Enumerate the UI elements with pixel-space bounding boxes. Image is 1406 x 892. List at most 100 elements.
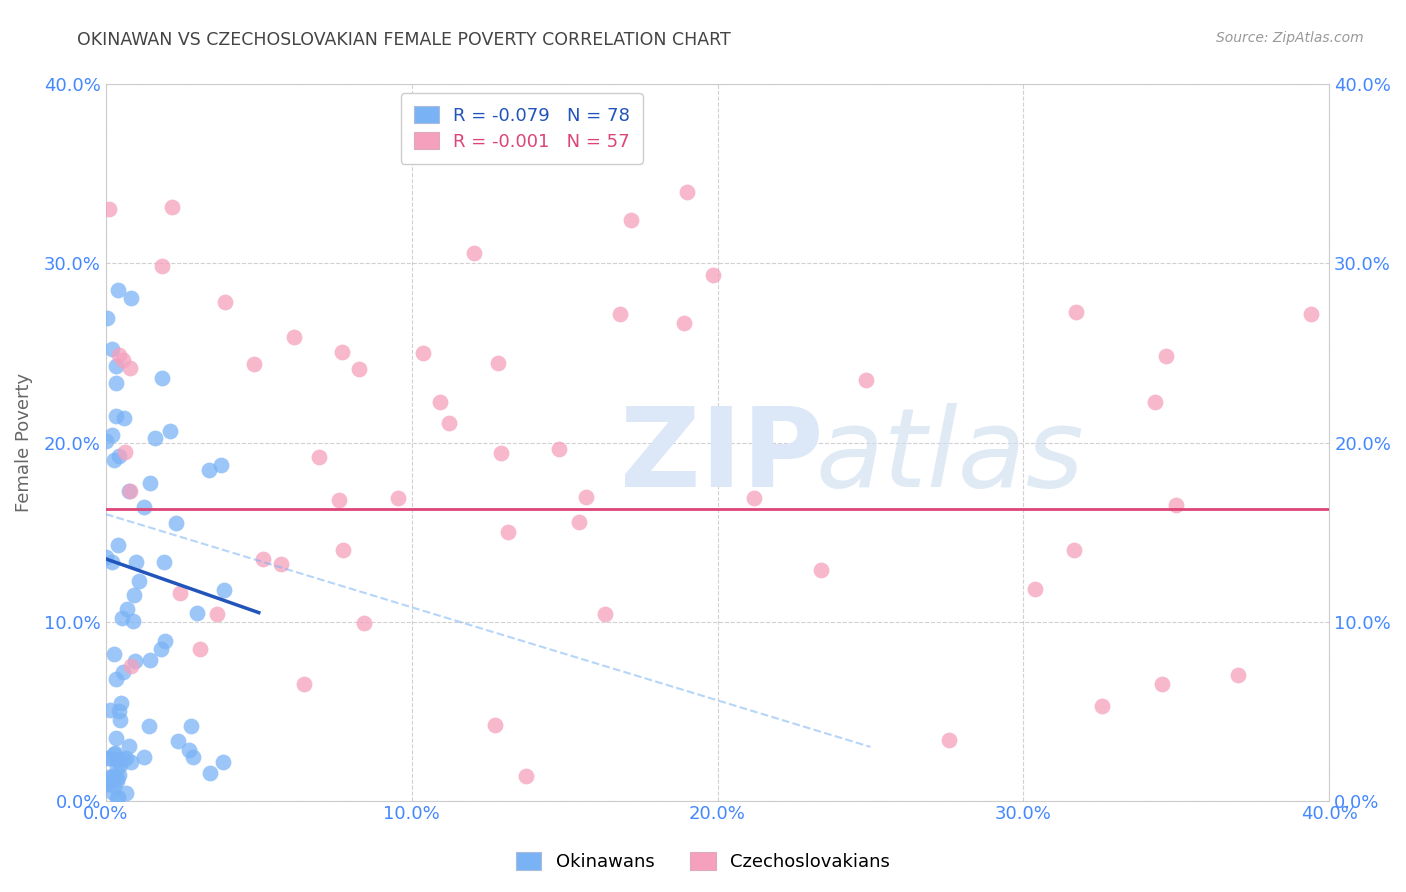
Point xyxy=(111,665,134,680)
Point xyxy=(1063,543,1085,558)
Point xyxy=(353,615,375,630)
Point xyxy=(97,751,120,765)
Point xyxy=(107,283,129,297)
Point xyxy=(101,427,124,442)
Point xyxy=(103,747,125,761)
Point xyxy=(121,614,143,628)
Point xyxy=(111,752,134,766)
Point xyxy=(198,463,221,477)
Point xyxy=(100,771,122,785)
Point xyxy=(125,555,148,569)
Point xyxy=(105,753,128,767)
Point xyxy=(105,731,128,745)
Point xyxy=(108,713,131,727)
Point xyxy=(110,696,132,710)
Point xyxy=(103,453,125,467)
Point xyxy=(100,342,122,356)
Point xyxy=(100,785,122,799)
Point xyxy=(108,704,131,718)
Point xyxy=(110,758,132,772)
Point xyxy=(111,352,134,367)
Text: Source: ZipAtlas.com: Source: ZipAtlas.com xyxy=(1216,31,1364,45)
Point xyxy=(437,417,460,431)
Point xyxy=(938,732,960,747)
Point xyxy=(128,574,150,588)
Point xyxy=(463,246,485,260)
Point xyxy=(620,213,643,227)
Point xyxy=(595,607,617,621)
Point xyxy=(387,491,409,506)
Point xyxy=(1144,395,1167,409)
Point xyxy=(152,371,174,385)
Point xyxy=(104,672,127,686)
Y-axis label: Female Poverty: Female Poverty xyxy=(15,373,32,512)
Point xyxy=(486,356,509,370)
Point xyxy=(180,718,202,732)
Point xyxy=(1226,668,1249,682)
Point xyxy=(179,743,201,757)
Point xyxy=(101,555,124,569)
Point xyxy=(308,450,330,465)
Point xyxy=(104,409,127,423)
Point xyxy=(547,442,569,456)
Point xyxy=(165,516,187,530)
Point xyxy=(96,310,118,325)
Point xyxy=(429,394,451,409)
Point xyxy=(155,633,177,648)
Point xyxy=(855,373,877,387)
Point xyxy=(118,360,141,375)
Point xyxy=(1301,307,1323,321)
Point xyxy=(283,330,305,344)
Point xyxy=(138,719,160,733)
Point xyxy=(132,749,155,764)
Point xyxy=(105,772,128,786)
Point xyxy=(107,789,129,804)
Point xyxy=(252,552,274,566)
Point xyxy=(242,357,264,371)
Point xyxy=(575,490,598,504)
Point xyxy=(120,659,142,673)
Point xyxy=(98,751,121,765)
Point xyxy=(98,770,121,784)
Text: OKINAWAN VS CZECHOSLOVAKIAN FEMALE POVERTY CORRELATION CHART: OKINAWAN VS CZECHOSLOVAKIAN FEMALE POVER… xyxy=(77,31,731,49)
Point xyxy=(515,769,537,783)
Point xyxy=(496,525,519,540)
Point xyxy=(107,449,129,463)
Point xyxy=(139,475,162,490)
Point xyxy=(115,786,138,800)
Point xyxy=(124,654,146,668)
Point xyxy=(702,268,724,283)
Point xyxy=(214,294,236,309)
Point xyxy=(114,445,136,459)
Point xyxy=(104,746,127,760)
Point xyxy=(96,776,118,790)
Point xyxy=(181,750,204,764)
Point xyxy=(120,755,142,769)
Text: ZIP: ZIP xyxy=(620,403,823,510)
Point xyxy=(198,765,221,780)
Point xyxy=(159,424,181,438)
Point xyxy=(212,582,235,597)
Point xyxy=(152,555,174,569)
Point xyxy=(292,677,315,691)
Point xyxy=(115,602,138,616)
Point xyxy=(672,316,695,330)
Point xyxy=(139,653,162,667)
Point xyxy=(1166,498,1188,512)
Legend: R = -0.079   N = 78, R = -0.001   N = 57: R = -0.079 N = 78, R = -0.001 N = 57 xyxy=(401,94,643,163)
Point xyxy=(107,774,129,789)
Point xyxy=(1156,349,1178,363)
Point xyxy=(98,202,121,216)
Point xyxy=(742,491,765,505)
Point xyxy=(1091,699,1114,714)
Point xyxy=(103,647,125,661)
Point xyxy=(96,777,118,791)
Point xyxy=(347,361,370,376)
Point xyxy=(105,761,128,775)
Point xyxy=(609,307,631,321)
Point xyxy=(118,483,141,498)
Point xyxy=(332,543,354,558)
Point xyxy=(270,557,292,571)
Point xyxy=(211,458,233,472)
Point xyxy=(120,483,142,498)
